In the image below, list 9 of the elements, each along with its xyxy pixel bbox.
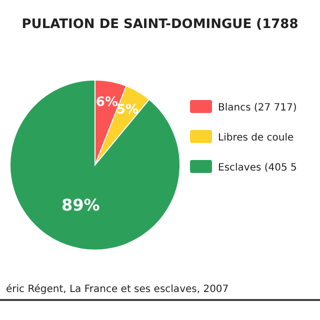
pie-slice [10, 80, 180, 250]
data-label: 89% [61, 195, 100, 214]
legend-label: Libres de coule [218, 132, 294, 144]
chart-title: PULATION DE SAINT-DOMINGUE (1788 [22, 17, 298, 32]
legend-label: Blancs (27 717) [218, 102, 297, 114]
legend-label: Esclaves (405 5 [218, 162, 297, 174]
data-label: 6% [96, 94, 118, 110]
data-label: 5% [116, 102, 138, 118]
text: éric Régent, La France et ses esclaves, 2007 [6, 284, 229, 295]
